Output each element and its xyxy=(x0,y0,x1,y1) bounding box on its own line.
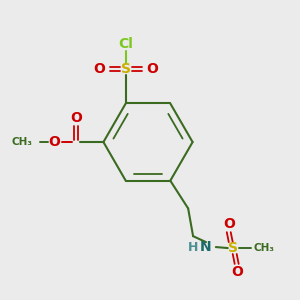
Text: O: O xyxy=(48,135,60,149)
Text: O: O xyxy=(231,265,243,279)
Text: O: O xyxy=(93,62,105,76)
Text: H: H xyxy=(188,241,198,254)
Text: N: N xyxy=(200,240,212,254)
Text: O: O xyxy=(223,217,235,231)
Text: Cl: Cl xyxy=(118,37,133,51)
Text: S: S xyxy=(121,62,131,76)
Text: O: O xyxy=(146,62,158,76)
Text: O: O xyxy=(70,111,82,125)
Text: S: S xyxy=(228,241,238,255)
Text: CH₃: CH₃ xyxy=(11,137,32,147)
Text: CH₃: CH₃ xyxy=(254,243,275,253)
